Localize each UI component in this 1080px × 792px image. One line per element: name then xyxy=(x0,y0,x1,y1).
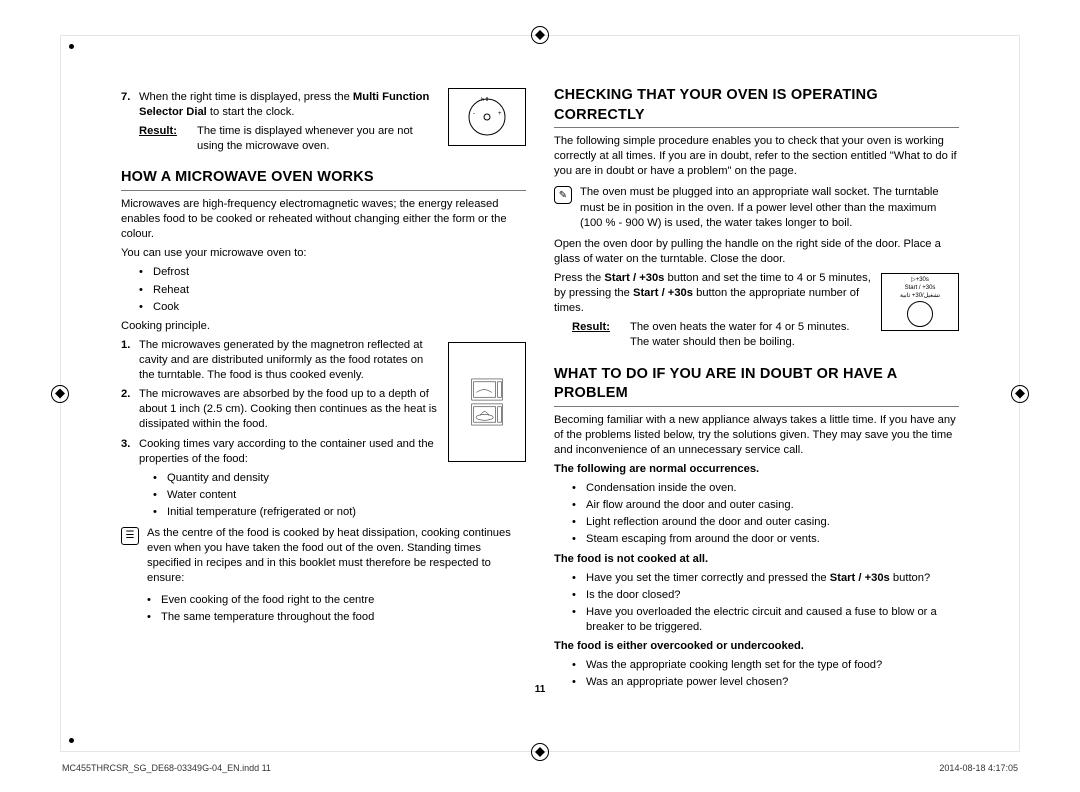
principle-list: 1.The microwaves generated by the magnet… xyxy=(121,338,526,467)
list-item: Steam escaping from around the door or v… xyxy=(572,532,959,547)
dial-circle-icon xyxy=(907,301,933,327)
note-list: Even cooking of the food right to the ce… xyxy=(147,593,526,625)
list-item: Was the appropriate cooking length set f… xyxy=(572,658,959,673)
list-item: Reheat xyxy=(139,283,526,298)
right-column: Checking That Your Oven Is Operating Cor… xyxy=(554,86,959,691)
normal-heading: The following are normal occurrences. xyxy=(554,462,959,477)
principle-item: 2.The microwaves are absorbed by the foo… xyxy=(121,387,526,432)
use-intro: You can use your microwave oven to: xyxy=(121,246,526,261)
result-label: Result: xyxy=(139,124,187,154)
corner-dot-icon xyxy=(69,738,74,743)
list-item: Initial temperature (refrigerated or not… xyxy=(153,505,526,520)
result-row: Result: The time is displayed whenever y… xyxy=(139,124,438,154)
footer: MC455THRCSR_SG_DE68-03349G-04_EN.indd 11… xyxy=(62,762,1018,774)
step-item: 7. When the right time is displayed, pre… xyxy=(121,90,526,120)
list-item: Water content xyxy=(153,488,526,503)
note-text: As the centre of the food is cooked by h… xyxy=(147,526,526,627)
heading-doubt-problem: What to Do If You Are in Doubt or Have a… xyxy=(554,365,959,407)
list-item: Cook xyxy=(139,300,526,315)
list-item: Defrost xyxy=(139,265,526,280)
note-block: ☰ As the centre of the food is cooked by… xyxy=(121,526,526,627)
check-intro: The following simple procedure enables y… xyxy=(554,134,959,179)
registration-mark-icon xyxy=(51,385,69,403)
result-row: Result: The oven heats the water for 4 o… xyxy=(572,320,871,350)
use-list: Defrost Reheat Cook xyxy=(139,265,526,314)
footer-filename: MC455THRCSR_SG_DE68-03349G-04_EN.indd 11 xyxy=(62,762,271,774)
registration-mark-icon xyxy=(531,26,549,44)
result-label: Result: xyxy=(572,320,620,350)
step-number: 7. xyxy=(121,90,130,105)
principle-label: Cooking principle. xyxy=(121,319,526,334)
result-text: The time is displayed whenever you are n… xyxy=(197,124,438,154)
list-item: Have you overloaded the electric circuit… xyxy=(572,605,959,635)
list-item: Is the door closed? xyxy=(572,588,959,603)
content-area: h-+ 7. When the right time is displayed,… xyxy=(121,86,959,691)
step-text: When the right time is displayed, press … xyxy=(139,91,429,118)
list-item: Air flow around the door and outer casin… xyxy=(572,498,959,513)
list-item: Condensation inside the oven. xyxy=(572,481,959,496)
properties-list: Quantity and density Water content Initi… xyxy=(153,471,526,520)
registration-mark-icon xyxy=(531,743,549,761)
heading-check-oven: Checking That Your Oven Is Operating Cor… xyxy=(554,86,959,128)
overunder-heading: The food is either overcooked or underco… xyxy=(554,639,959,654)
start-button-figure-icon: ▷+30s Start / +30s تشغيل/30+ ثانية xyxy=(881,273,959,331)
notcooked-heading: The food is not cooked at all. xyxy=(554,552,959,567)
left-column: h-+ 7. When the right time is displayed,… xyxy=(121,86,526,691)
list-item: Light reflection around the door and out… xyxy=(572,515,959,530)
plug-note: ✎ The oven must be plugged into an appro… xyxy=(554,185,959,230)
list-item: Quantity and density xyxy=(153,471,526,486)
list-item: Have you set the timer correctly and pre… xyxy=(572,571,959,586)
list-item: Even cooking of the food right to the ce… xyxy=(147,593,526,608)
step-list: 7. When the right time is displayed, pre… xyxy=(121,90,526,120)
principle-item: 3.Cooking times vary according to the co… xyxy=(121,437,526,467)
info-icon: ✎ xyxy=(554,186,572,204)
page-number: 11 xyxy=(535,683,546,697)
heading-how-works: How a Microwave Oven Works xyxy=(121,168,526,191)
plug-note-text: The oven must be plugged into an appropr… xyxy=(580,185,959,230)
note-icon: ☰ xyxy=(121,527,139,545)
principle-item: 1.The microwaves generated by the magnet… xyxy=(121,338,526,383)
normal-list: Condensation inside the oven. Air flow a… xyxy=(572,481,959,547)
registration-mark-icon xyxy=(1011,385,1029,403)
list-item: Was an appropriate power level chosen? xyxy=(572,675,959,690)
doubt-intro: Becoming familiar with a new appliance a… xyxy=(554,413,959,458)
list-item: The same temperature throughout the food xyxy=(147,610,526,625)
corner-dot-icon xyxy=(69,44,74,49)
intro-text: Microwaves are high-frequency electromag… xyxy=(121,197,526,242)
notcooked-list: Have you set the timer correctly and pre… xyxy=(572,571,959,635)
result-text: The oven heats the water for 4 or 5 minu… xyxy=(630,320,850,350)
overunder-list: Was the appropriate cooking length set f… xyxy=(572,658,959,690)
footer-timestamp: 2014-08-18 4:17:05 xyxy=(939,762,1018,774)
page-frame: h-+ 7. When the right time is displayed,… xyxy=(60,35,1020,752)
open-door-text: Open the oven door by pulling the handle… xyxy=(554,237,959,267)
